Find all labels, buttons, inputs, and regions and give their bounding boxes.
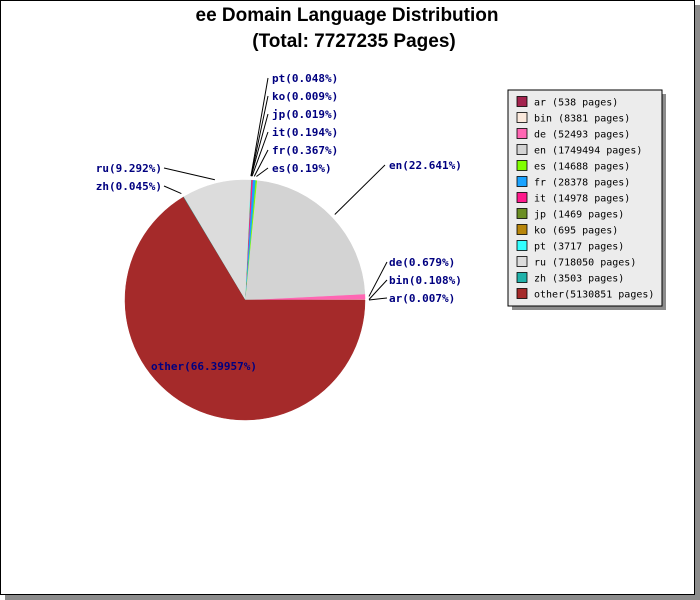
legend-label-es: es (14688 pages) <box>534 162 630 173</box>
pie-label-zh: zh(0.045%) <box>96 180 162 193</box>
pie-label-it: it(0.194%) <box>272 126 338 139</box>
legend-box <box>507 89 663 307</box>
pie-label-jp: jp(0.019%) <box>272 108 338 121</box>
legend: ar (538 pages) bin (8381 pages) de (52493 … <box>507 89 666 310</box>
pie-label-ru: ru(9.292%) <box>96 162 162 175</box>
leader-line-de <box>368 261 388 297</box>
legend-swatch-ko <box>516 224 528 235</box>
leader-line-pt <box>250 77 269 177</box>
leader-line-ru <box>163 167 215 181</box>
leader-line-fr <box>253 149 269 177</box>
legend-swatch-it <box>516 192 528 203</box>
leader-line-es <box>256 167 269 177</box>
legend-label-en: en (1749494 pages) <box>534 146 642 157</box>
legend-swatch-de <box>516 128 528 139</box>
legend-label-jp: jp (1469 pages) <box>534 210 624 221</box>
pie-label-ko: ko(0.009%) <box>272 90 338 103</box>
legend-swatch-fr <box>516 176 528 187</box>
frame-shadow-bottom <box>5 595 700 600</box>
pie-label-other: other(66.39957%) <box>151 360 257 373</box>
legend-label-ko: ko (695 pages) <box>534 226 618 237</box>
legend-label-bin: bin (8381 pages) <box>534 114 630 125</box>
leader-line-en <box>334 164 386 215</box>
pie-slice-other <box>124 196 366 421</box>
legend-swatch-ru <box>516 256 528 267</box>
legend-label-fr: fr (28378 pages) <box>534 178 630 189</box>
legend-label-pt: pt (3717 pages) <box>534 242 624 253</box>
legend-label-zh: zh (3503 pages) <box>534 274 624 285</box>
legend-swatch-jp <box>516 208 528 219</box>
pie-label-bin: bin(0.108%) <box>389 274 462 287</box>
chart-title: ee Domain Language Distribution <box>196 5 499 26</box>
pie-labels: ar(0.007%) bin(0.108%) de(0.679%) en(22.641… <box>96 72 462 373</box>
legend-label-ru: ru (718050 pages) <box>534 258 636 269</box>
pie-label-pt: pt(0.048%) <box>272 72 338 85</box>
pie-slices <box>124 179 366 421</box>
legend-label-other: other(5130851 pages) <box>534 290 654 301</box>
legend-swatch-en <box>516 144 528 155</box>
legend-swatch-zh <box>516 272 528 283</box>
legend-swatch-es <box>516 160 528 171</box>
frame-shadow-right <box>695 5 700 600</box>
leader-line-it <box>251 131 269 177</box>
legend-swatch-other <box>516 288 528 299</box>
pie-label-ar: ar(0.007%) <box>389 292 455 305</box>
leader-line-zh <box>163 185 182 195</box>
legend-swatch-ar <box>516 96 528 107</box>
leader-line-ko <box>250 95 269 177</box>
pie-slice-en <box>244 180 366 301</box>
pie-label-en: en(22.641%) <box>389 159 462 172</box>
legend-label-de: de (52493 pages) <box>534 130 630 141</box>
leader-line-jp <box>250 113 269 177</box>
legend-label-ar: ar (538 pages) <box>534 98 618 109</box>
legend-label-it: it (14978 pages) <box>534 194 630 205</box>
pie-label-fr: fr(0.367%) <box>272 144 338 157</box>
leader-line-bin <box>368 279 388 300</box>
legend-swatch-bin <box>516 112 528 123</box>
pie-label-es: es(0.19%) <box>272 162 332 175</box>
pie-label-de: de(0.679%) <box>389 256 455 269</box>
label-leader-lines <box>163 77 388 301</box>
legend-swatch-pt <box>516 240 528 251</box>
chart-subtitle: (Total: 7727235 Pages) <box>252 31 455 52</box>
leader-line-ar <box>368 297 388 301</box>
